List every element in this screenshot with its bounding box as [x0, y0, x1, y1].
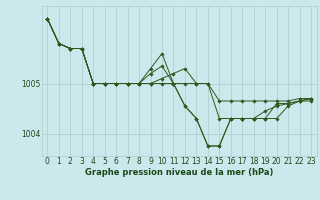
- X-axis label: Graphe pression niveau de la mer (hPa): Graphe pression niveau de la mer (hPa): [85, 168, 273, 177]
